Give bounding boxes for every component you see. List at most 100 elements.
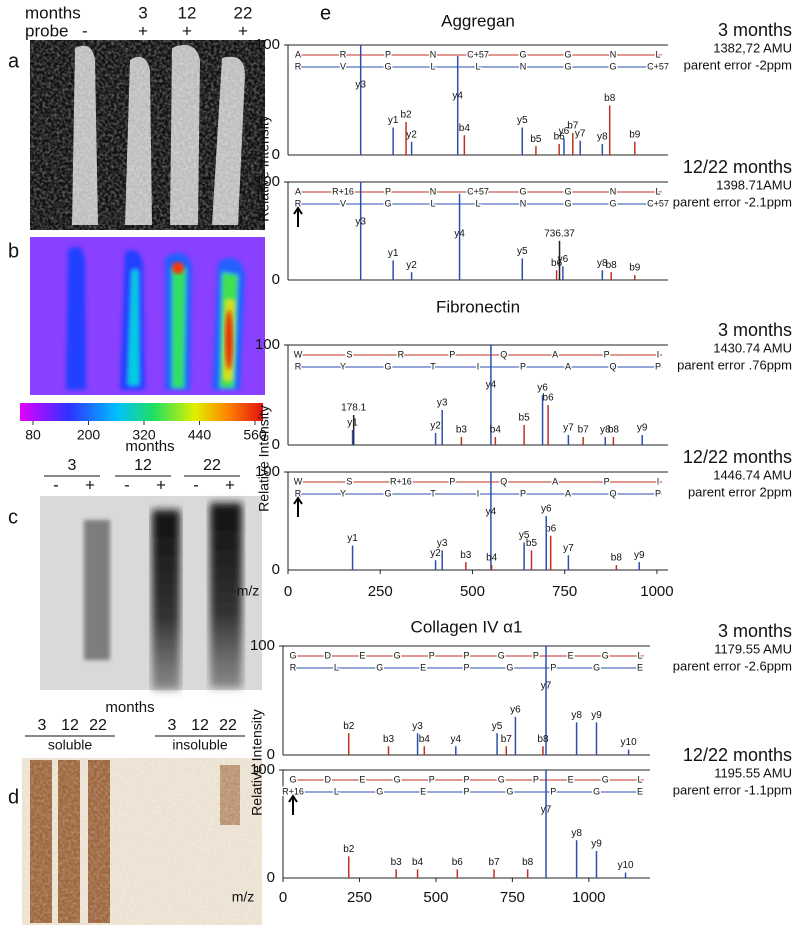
peak-label: y2 [406, 260, 417, 271]
parent-mass: 1446.74 AMU [713, 467, 792, 482]
residue: A [552, 349, 558, 359]
peak-label: 178.1 [341, 403, 366, 414]
residue: G [394, 650, 401, 660]
residue: L [475, 198, 480, 208]
x-tick-label: 1000 [640, 583, 673, 600]
x-tick-label: 250 [368, 583, 393, 600]
peak-label: b7 [567, 121, 579, 132]
y-tick-label: 0 [272, 146, 280, 163]
residue: N [430, 186, 437, 196]
arrow [293, 206, 303, 227]
lane-label: 22 [219, 717, 237, 734]
probe-sign: + [182, 21, 192, 40]
residue: E [359, 650, 365, 660]
months-label: months [25, 3, 81, 22]
y-tick-label: 100 [250, 761, 275, 778]
peak-label: b2 [343, 844, 355, 855]
colorbar-tick-label: 320 [132, 427, 156, 443]
residue: C+57 [647, 198, 669, 208]
residue: S [346, 476, 352, 486]
lane-label: 12 [61, 717, 79, 734]
residue: C+57 [467, 186, 489, 196]
colorbar-tick-label: 560 [243, 427, 267, 443]
parent-mass: 1179.55 AMU [714, 641, 792, 656]
residue: G [506, 662, 513, 672]
peak-label: y10 [617, 860, 634, 871]
peak-label: b8 [611, 553, 623, 564]
peak-label: y7 [563, 423, 574, 434]
protein-title: Fibronectin [436, 297, 520, 316]
colorbar [20, 403, 263, 421]
arrow [293, 496, 303, 517]
residue: G [564, 61, 571, 71]
residue: R [398, 349, 405, 359]
peak-label: y7 [575, 128, 586, 139]
residue: G [519, 186, 526, 196]
probe-sign: + [238, 21, 248, 40]
peak-label: y3 [355, 217, 366, 228]
residue: P [429, 650, 435, 660]
parent-mass: 1382,72 AMU [713, 40, 792, 55]
residue: P [429, 774, 435, 784]
panel-label: d [8, 786, 19, 808]
residue: L [430, 198, 435, 208]
parent-error: parent error -1.1ppm [673, 782, 792, 797]
residue: P [463, 650, 469, 660]
residue: G [384, 198, 391, 208]
lane-label: 3 [38, 717, 47, 734]
residue: P [463, 786, 469, 796]
peak-label: y8 [571, 828, 582, 839]
residue: N [520, 198, 527, 208]
peak-label: b6 [551, 258, 563, 269]
x-tick-label: 250 [347, 889, 372, 906]
peak-label: b8 [606, 260, 618, 271]
residue: R [295, 198, 302, 208]
residue: P [449, 349, 455, 359]
months-value: 12 [178, 3, 197, 22]
residue: G [384, 361, 391, 371]
residue: L [334, 786, 339, 796]
residue: V [340, 61, 346, 71]
peak-label: y4 [454, 228, 465, 239]
lane-sign: + [85, 475, 95, 494]
residue: G [394, 774, 401, 784]
residue: G [602, 650, 609, 660]
residue: R [295, 61, 302, 71]
peak-label: y9 [634, 550, 645, 561]
peak-label: y1 [388, 115, 399, 126]
residue: G [564, 198, 571, 208]
residue: G [289, 650, 296, 660]
parent-mass: 1195.55 AMU [714, 765, 792, 780]
lane-sign: - [53, 475, 59, 494]
residue: I [477, 361, 480, 371]
peak-label: y4 [486, 380, 497, 391]
residue: P [385, 186, 391, 196]
y-tick-label: 100 [255, 36, 280, 53]
residue: R+16 [332, 186, 354, 196]
peak-label: y7 [563, 543, 574, 554]
peak-label: y5 [517, 246, 528, 257]
peak-label: b4 [490, 425, 502, 436]
residue: G [593, 662, 600, 672]
peak-label: y7 [541, 805, 552, 816]
peak-label: b3 [456, 425, 468, 436]
residue: G [602, 774, 609, 784]
residue: L [655, 49, 660, 59]
group-label: 12 [134, 457, 152, 474]
peak-label: y8 [600, 425, 611, 436]
residue: W [294, 349, 303, 359]
lane-sign: - [124, 475, 130, 494]
panel-a-image [30, 40, 265, 230]
group-label: 3 [68, 457, 77, 474]
peak-label: y9 [637, 423, 648, 434]
lane-sign: + [225, 475, 235, 494]
residue: R [295, 361, 302, 371]
residue: Q [609, 488, 616, 498]
parent-error: parent error -2.1ppm [673, 194, 792, 209]
y-tick-label: 0 [272, 436, 280, 453]
residue: T [430, 361, 436, 371]
parent-error: parent error 2ppm [688, 484, 792, 499]
residue: Q [500, 476, 507, 486]
residue: E [637, 662, 643, 672]
residue: P [520, 488, 526, 498]
